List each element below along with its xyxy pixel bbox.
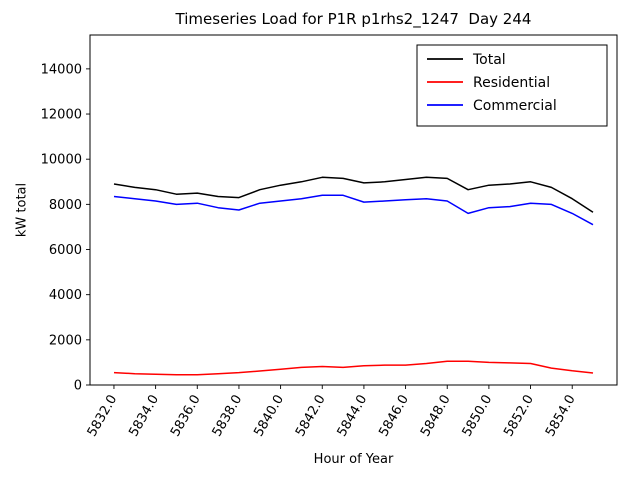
plot-frame bbox=[89, 34, 618, 386]
y-tick-label: 6000 bbox=[49, 243, 82, 258]
y-tick-label: 2000 bbox=[49, 333, 82, 348]
series-line-commercial bbox=[113, 194, 594, 226]
x-axis-label: Hour of Year bbox=[313, 452, 394, 467]
x-tick-label: 5852.0 bbox=[501, 393, 537, 440]
y-tick-label: 12000 bbox=[41, 108, 82, 123]
x-tick-label: 5844.0 bbox=[335, 393, 371, 440]
series-line-residential bbox=[113, 360, 594, 376]
y-tick-label: 14000 bbox=[41, 62, 82, 77]
x-tick-label: 5836.0 bbox=[168, 393, 204, 440]
x-tick-label: 5838.0 bbox=[210, 393, 246, 440]
x-tick-label: 5842.0 bbox=[293, 393, 329, 440]
x-tick-label: 5850.0 bbox=[460, 393, 496, 440]
y-axis-label: kW total bbox=[14, 182, 30, 238]
x-tick-label: 5846.0 bbox=[376, 393, 412, 440]
legend-entry-label: Total bbox=[472, 52, 506, 68]
y-tick-label: 10000 bbox=[41, 153, 82, 168]
y-tick-label: 4000 bbox=[49, 288, 82, 303]
x-tick-label: 5840.0 bbox=[251, 393, 287, 440]
x-tick-label: 5848.0 bbox=[418, 393, 454, 440]
x-tick-label: 5854.0 bbox=[543, 393, 579, 440]
y-tick-label: 8000 bbox=[49, 198, 82, 213]
x-tick-label: 5834.0 bbox=[126, 393, 162, 440]
legend-entry-label: Residential bbox=[473, 75, 550, 91]
series-line-total bbox=[113, 176, 594, 213]
x-tick-label: 5832.0 bbox=[85, 393, 121, 440]
legend-entry-label: Commercial bbox=[473, 98, 557, 114]
y-tick-label: 0 bbox=[74, 379, 82, 394]
chart-title: Timeseries Load for P1R p1rhs2_1247 Day … bbox=[175, 10, 532, 28]
